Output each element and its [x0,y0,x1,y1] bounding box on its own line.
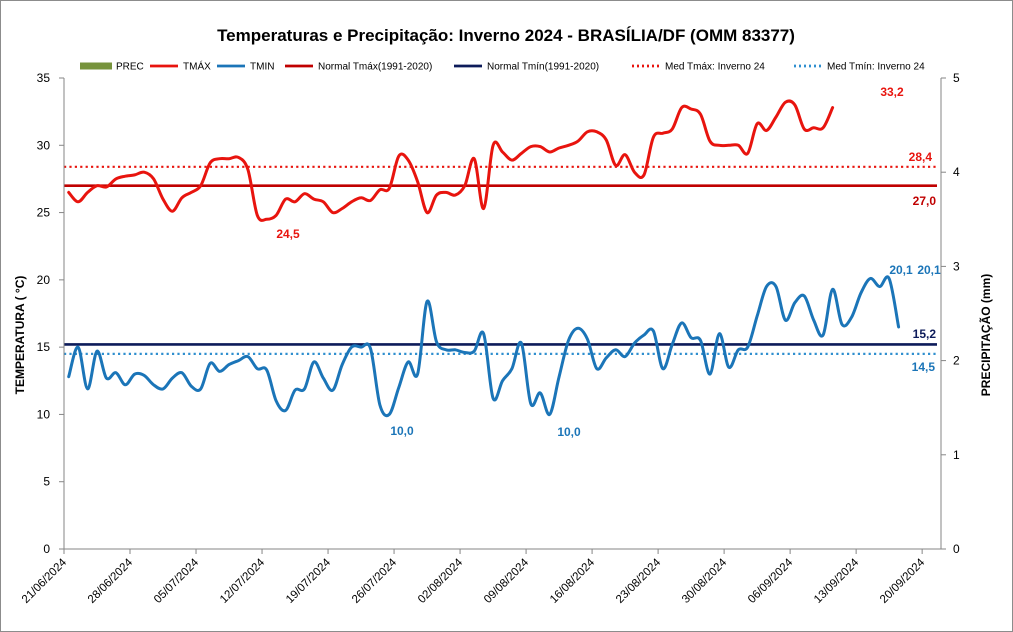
legend-label: Normal Tmáx(1991-2020) [318,62,432,73]
data-label: 10,0 [557,425,581,439]
legend-label: TMÁX [183,60,211,73]
y-tick-label: 30 [37,138,51,152]
data-label: 15,2 [913,327,937,341]
x-tick-label: 23/08/2024 [614,556,664,606]
data-label: 10,0 [390,424,414,438]
data-label: 28,4 [909,150,933,164]
chart-title: Temperaturas e Precipitação: Inverno 202… [217,26,795,45]
x-tick-label: 06/09/2024 [746,556,796,606]
legend: PREC TMÁX TMIN Normal Tmáx(1991-2020) Normal… [80,60,925,73]
x-tick-label: 21/06/2024 [20,556,70,606]
legend-label: Med Tmín: Inverno 24 [827,62,925,73]
data-label: 27,0 [913,194,937,208]
data-label: 24,5 [276,227,300,241]
x-tick-label: 13/09/2024 [812,556,862,606]
y-tick-label: 35 [37,71,51,85]
y-tick-label: 25 [37,206,51,220]
x-tick-label: 19/07/2024 [284,556,334,606]
series-1-line [67,99,835,222]
legend-label: Med Tmáx: Inverno 24 [665,62,765,73]
x-tick-label: 30/08/2024 [680,556,730,606]
y-tick-label: 10 [37,407,51,421]
y2-tick-label: 1 [953,448,960,462]
legend-label: PREC [116,62,144,73]
data-label: 20,1 [889,263,913,277]
x-tick-label: 12/07/2024 [218,556,268,606]
x-tick-label: 02/08/2024 [416,556,466,606]
y2-axis-title: PRECIPITAÇÃO (mm) [978,274,993,396]
y2-tick-label: 3 [953,259,960,273]
y2-tick-label: 2 [953,354,960,368]
y-axis-title: TEMPERATURA ( °C) [13,276,27,395]
legend-swatch-prec [80,62,112,70]
data-label: 20,1 [917,263,941,277]
data-label: 33,2 [880,85,904,99]
x-tick-label: 09/08/2024 [482,556,532,606]
data-label: 14,5 [912,360,936,374]
y2-tick-label: 4 [953,165,960,179]
x-tick-label: 26/07/2024 [350,556,400,606]
y-tick-label: 20 [37,273,51,287]
x-tick-label: 16/08/2024 [548,556,598,606]
y2-tick-label: 5 [953,71,960,85]
y2-tick-label: 0 [953,542,960,556]
legend-label: Normal Tmín(1991-2020) [487,62,599,73]
x-tick-label: 28/06/2024 [86,556,136,606]
y-tick-label: 5 [43,475,50,489]
legend-label: TMIN [250,62,274,73]
y-tick-label: 15 [37,340,51,354]
x-tick-label: 05/07/2024 [152,556,202,606]
plot-area: 33,2 28,4 27,0 24,5 20,1 20,1 15,2 14,5 10,0 10,0 [64,85,941,439]
y-tick-label: 0 [43,542,50,556]
series-2-line [67,275,901,418]
x-tick-label: 20/09/2024 [878,556,928,606]
axes: 0 5 10 15 20 25 30 35 0 1 2 3 4 5 21/06/2024 28/06/2024… [20,71,960,606]
